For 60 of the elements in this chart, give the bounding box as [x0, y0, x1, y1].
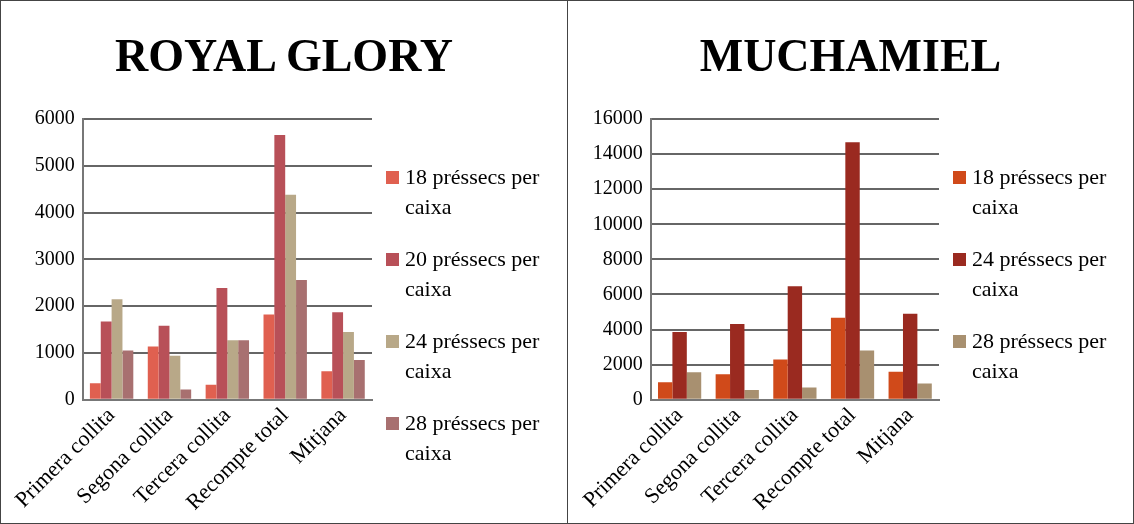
bar [917, 383, 932, 399]
bar [859, 350, 875, 399]
y-tick-label: 6000 [602, 281, 643, 304]
bar [686, 372, 702, 399]
y-tick-label: 10000 [592, 211, 643, 234]
legend-label: 18 préssecs per caixa [405, 163, 541, 221]
y-tick-label: 8000 [602, 246, 643, 269]
bar [238, 340, 250, 399]
bar [111, 299, 123, 399]
legend-label: 20 préssecs per caixa [405, 245, 541, 303]
bar [902, 313, 918, 399]
y-tick-label: 12000 [592, 176, 643, 199]
bar [773, 359, 788, 399]
bar [715, 374, 731, 399]
y-tick-label: 4000 [34, 199, 75, 222]
bar [169, 355, 181, 399]
bar [321, 371, 333, 399]
y-tick-label: 2000 [34, 293, 75, 316]
bar [296, 279, 307, 399]
y-tick-label: 4000 [602, 316, 643, 339]
bar [353, 359, 365, 399]
bar [216, 287, 228, 399]
y-tick-label: 16000 [592, 106, 643, 129]
legend-label: 28 préssecs per caixa [405, 409, 541, 467]
y-tick-label: 5000 [34, 153, 75, 176]
bar [263, 314, 275, 399]
legend-label: 24 préssecs per caixa [972, 245, 1108, 303]
bar [787, 286, 803, 399]
bar [332, 312, 344, 399]
bar [802, 387, 817, 399]
bar [180, 389, 192, 399]
bar [205, 384, 217, 399]
bar [657, 382, 673, 399]
bar [89, 383, 101, 399]
chart-title: MUCHAMIEL [698, 29, 1003, 82]
bar [227, 340, 239, 399]
bar [158, 325, 170, 399]
chart-title: ROYAL GLORY [114, 29, 454, 82]
y-tick-label: 1000 [34, 340, 75, 363]
y-tick-label: 0 [632, 386, 643, 409]
y-tick-label: 14000 [592, 141, 643, 164]
bar [285, 194, 297, 399]
bar [830, 317, 846, 399]
bar [274, 134, 286, 399]
bar [845, 142, 860, 399]
bar [744, 389, 759, 399]
y-tick-label: 6000 [34, 106, 75, 129]
y-tick-label: 0 [64, 386, 75, 409]
bar [100, 321, 112, 399]
legend-label: 24 préssecs per caixa [405, 327, 541, 385]
legend-label: 28 préssecs per caixa [972, 327, 1108, 385]
legend-label: 18 préssecs per caixa [972, 163, 1108, 221]
bar [147, 346, 159, 399]
bar [343, 331, 354, 399]
bar [730, 323, 745, 399]
y-tick-label: 3000 [34, 246, 75, 269]
bar [122, 350, 134, 399]
bar [888, 371, 903, 399]
y-tick-label: 2000 [602, 351, 643, 374]
bar [672, 332, 687, 399]
